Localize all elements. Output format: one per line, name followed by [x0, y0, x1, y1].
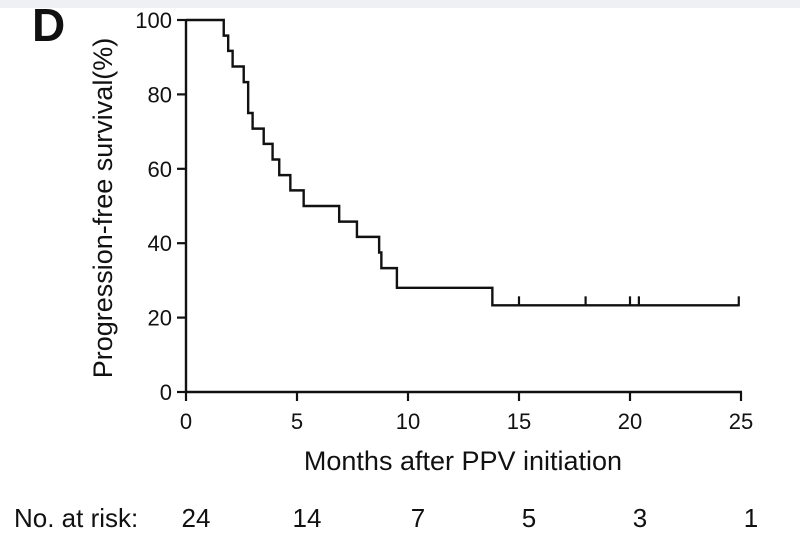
axes: 0 5 10 15 20 25 0 20 40 60 80 100: [135, 8, 753, 434]
censor-marks: [517, 296, 740, 307]
x-tick-label: 25: [729, 409, 753, 434]
y-tick-label: 60: [148, 157, 172, 182]
risk-table-values: 24 14 7 5 3 1: [182, 503, 759, 533]
y-tick-label: 20: [148, 306, 172, 331]
x-tick-label: 0: [180, 409, 192, 434]
y-axis-label: Progression-free survival(%): [88, 38, 118, 379]
x-axis-label: Months after PPV initiation: [304, 446, 622, 476]
y-tick-label: 80: [148, 82, 172, 107]
risk-value: 3: [633, 503, 647, 533]
y-tick-label: 40: [148, 231, 172, 256]
risk-table-label: No. at risk:: [14, 503, 138, 533]
risk-value: 14: [293, 503, 322, 533]
risk-value: 5: [522, 503, 536, 533]
x-tick-label: 15: [507, 409, 531, 434]
panel-label: D: [32, 0, 66, 51]
x-tick-label: 20: [618, 409, 642, 434]
x-tick-label: 5: [291, 409, 303, 434]
top-band: [0, 0, 800, 8]
risk-value: 7: [411, 503, 425, 533]
survival-step-line: [186, 18, 739, 307]
y-tick-label: 0: [160, 380, 172, 405]
survival-curve: [186, 18, 739, 307]
risk-value: 24: [182, 503, 211, 533]
y-tick-label: 100: [135, 8, 172, 33]
x-tick-label: 10: [396, 409, 420, 434]
risk-value: 1: [744, 503, 758, 533]
